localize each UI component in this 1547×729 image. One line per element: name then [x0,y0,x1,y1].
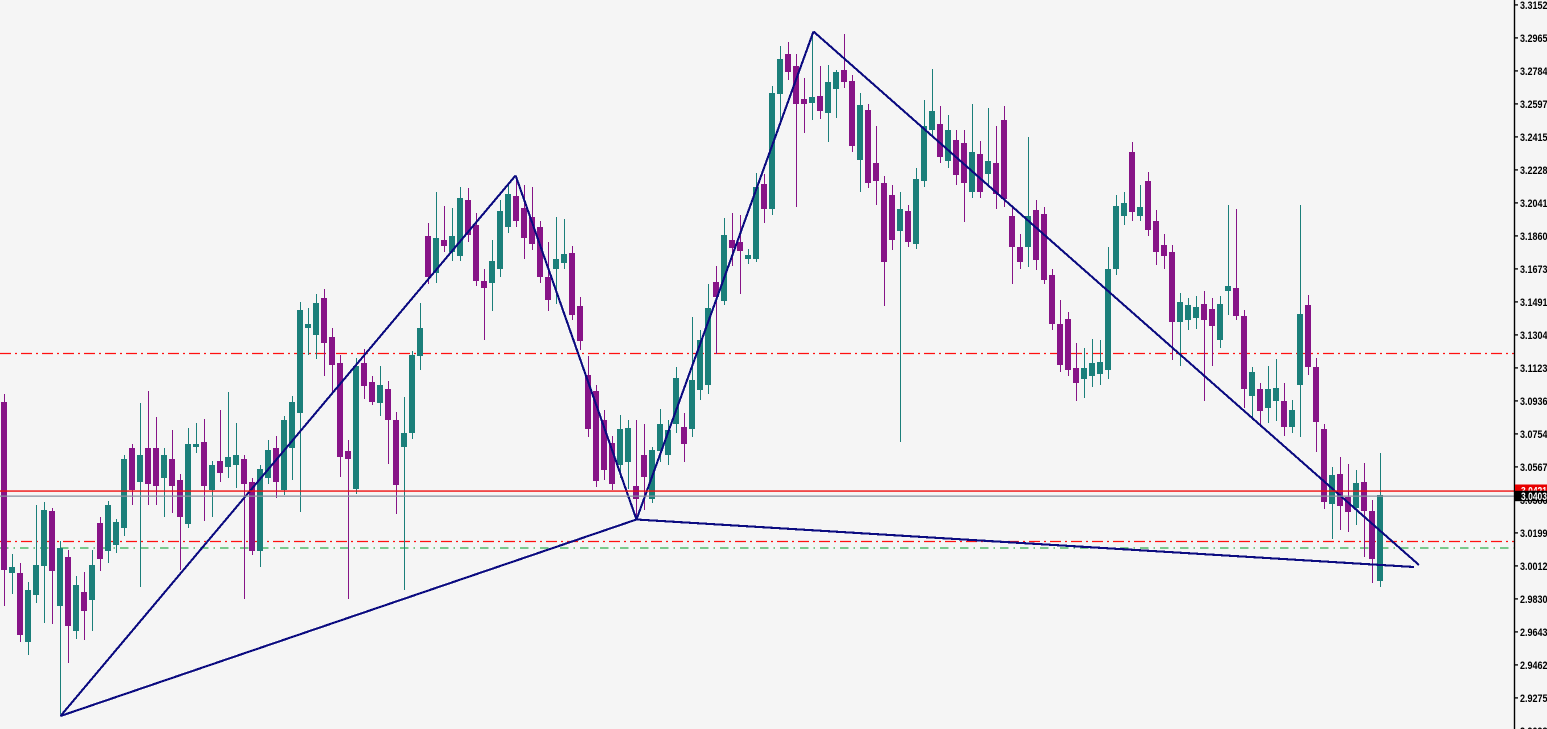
svg-text:3.2597: 3.2597 [1520,99,1547,111]
svg-text:3.2415: 3.2415 [1520,132,1547,144]
svg-text:3.3152: 3.3152 [1520,0,1547,12]
svg-text:3.1123: 3.1123 [1520,363,1547,375]
svg-text:3.1304: 3.1304 [1520,330,1547,342]
svg-text:3.0754: 3.0754 [1520,429,1547,441]
svg-text:2.9830: 2.9830 [1520,594,1547,606]
svg-text:3.2965: 3.2965 [1520,33,1547,45]
svg-text:3.0936: 3.0936 [1520,396,1547,408]
svg-text:3.1860: 3.1860 [1520,231,1547,243]
svg-text:3.2228: 3.2228 [1520,165,1547,177]
svg-text:3.2784: 3.2784 [1520,66,1547,78]
svg-text:3.0403: 3.0403 [1521,491,1547,503]
svg-text:2.9093: 2.9093 [1520,726,1547,729]
svg-text:2.9462: 2.9462 [1520,660,1547,672]
svg-text:2.9643: 2.9643 [1520,627,1547,639]
svg-text:3.0567: 3.0567 [1520,462,1547,474]
svg-text:3.2041: 3.2041 [1520,198,1547,210]
svg-text:3.0421: 3.0421 [1521,486,1547,498]
svg-text:3.1673: 3.1673 [1520,264,1547,276]
svg-text:3.0012: 3.0012 [1520,561,1547,573]
svg-text:3.0199: 3.0199 [1520,528,1547,540]
svg-text:2.9275: 2.9275 [1520,693,1547,705]
svg-text:3.1491: 3.1491 [1520,297,1547,309]
